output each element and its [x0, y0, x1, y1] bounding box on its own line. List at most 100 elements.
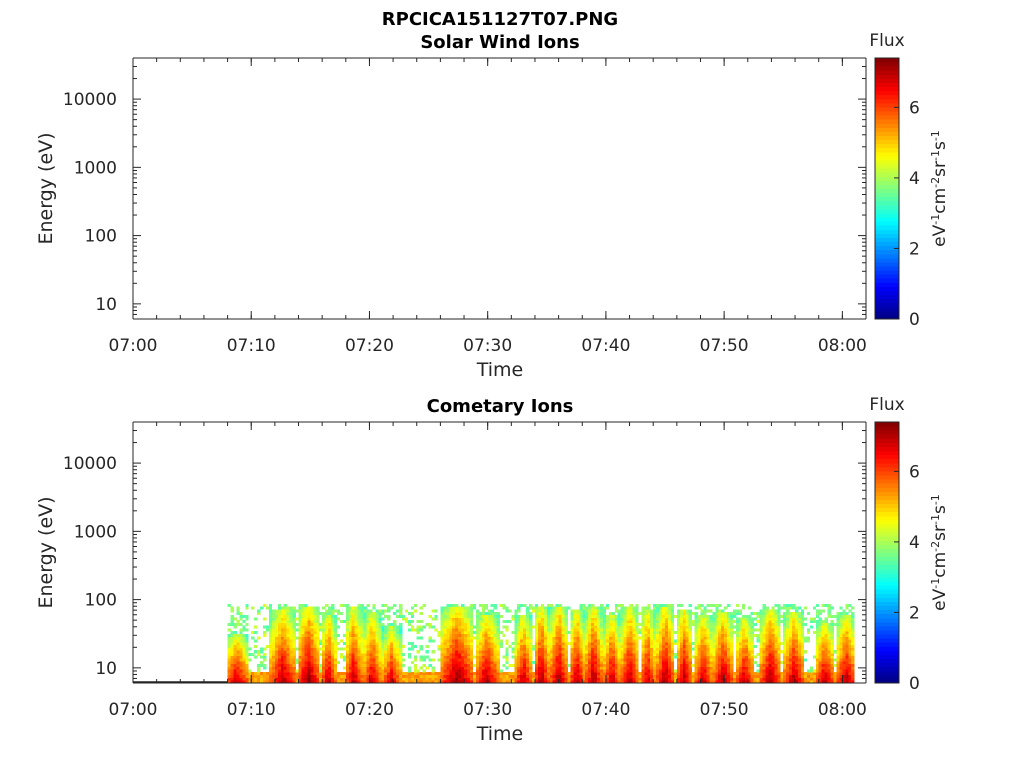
flux-cell — [517, 663, 521, 667]
flux-cell — [543, 631, 548, 635]
flux-cell — [520, 603, 524, 607]
flux-cell — [558, 636, 562, 640]
flux-cell — [499, 672, 503, 676]
flux-cell — [342, 655, 347, 659]
flux-cell — [280, 650, 285, 654]
flux-cell — [667, 658, 672, 662]
flux-cell — [331, 658, 335, 662]
flux-cell — [280, 655, 285, 659]
flux-cell — [795, 663, 799, 667]
flux-cell — [313, 606, 317, 610]
flux-cell — [676, 672, 681, 676]
flux-cell — [325, 603, 329, 607]
flux-cell — [428, 658, 432, 662]
flux-cell — [594, 642, 598, 646]
flux-cell — [425, 644, 429, 648]
flux-cell — [277, 674, 282, 678]
flux-cell — [425, 672, 429, 676]
flux-cell — [721, 633, 725, 637]
flux-cell — [605, 642, 610, 646]
flux-cell — [585, 620, 589, 624]
flux-cell — [443, 677, 447, 681]
flux-cell — [517, 628, 521, 632]
flux-cell — [771, 636, 775, 640]
flux-cell — [251, 606, 255, 610]
flux-cell — [298, 669, 302, 673]
flux-cell — [685, 633, 689, 637]
flux-cell — [558, 642, 562, 646]
flux-cell — [322, 622, 326, 626]
flux-cell — [730, 669, 734, 673]
flux-cell — [552, 658, 556, 662]
colorbar-segment — [875, 270, 899, 275]
flux-cell — [283, 663, 287, 667]
flux-cell — [466, 622, 471, 626]
flux-cell — [496, 617, 500, 621]
flux-cell — [602, 677, 607, 681]
flux-cell — [783, 628, 787, 632]
flux-cell — [230, 647, 234, 651]
flux-cell — [452, 658, 456, 662]
flux-cell — [481, 672, 486, 676]
flux-cell — [354, 655, 358, 659]
flux-cell — [771, 622, 775, 626]
flux-cell — [614, 609, 619, 613]
flux-cell — [608, 652, 613, 656]
flux-cell — [537, 636, 542, 640]
flux-cell — [605, 663, 610, 667]
flux-cell — [697, 617, 701, 621]
flux-cell — [735, 639, 740, 643]
flux-cell — [449, 606, 453, 610]
flux-cell — [700, 672, 704, 676]
flux-cell — [718, 612, 722, 616]
flux-cell — [703, 617, 707, 621]
flux-cell — [310, 658, 314, 662]
flux-cell — [549, 603, 554, 607]
flux-cell — [706, 652, 710, 656]
flux-cell — [534, 674, 539, 678]
flux-cell — [369, 661, 373, 665]
flux-cell — [679, 666, 684, 670]
flux-cell — [543, 680, 548, 684]
colorbar-segment — [875, 200, 899, 206]
flux-cell — [771, 666, 775, 670]
flux-cell — [594, 625, 598, 629]
flux-cell — [543, 644, 548, 648]
flux-cell — [594, 655, 598, 659]
flux-cell — [298, 652, 302, 656]
flux-cell — [747, 631, 752, 635]
flux-cell — [280, 606, 285, 610]
flux-cell — [239, 663, 243, 667]
flux-cell — [461, 617, 465, 621]
flux-cell — [665, 658, 669, 662]
flux-cell — [540, 661, 545, 665]
flux-cell — [319, 674, 323, 678]
flux-cell — [682, 609, 687, 613]
flux-cell — [599, 612, 604, 616]
flux-cell — [588, 669, 592, 673]
flux-cell — [667, 606, 672, 610]
flux-cell — [768, 647, 772, 651]
flux-cell — [679, 658, 684, 662]
flux-cell — [718, 677, 722, 681]
flux-cell — [248, 674, 252, 678]
flux-cell — [496, 631, 500, 635]
flux-cell — [493, 647, 497, 651]
flux-cell — [387, 663, 391, 667]
flux-cell — [319, 666, 323, 670]
flux-cell — [771, 661, 775, 665]
flux-cell — [786, 609, 790, 613]
flux-cell — [458, 636, 462, 640]
flux-cell — [608, 661, 613, 665]
flux-cell — [738, 625, 743, 629]
flux-cell — [236, 680, 240, 684]
flux-cell — [620, 677, 624, 681]
flux-cell — [585, 655, 589, 659]
flux-cell — [381, 655, 385, 659]
flux-cell — [425, 622, 429, 626]
flux-cell — [396, 666, 400, 670]
flux-cell — [738, 663, 743, 667]
flux-cell — [585, 666, 589, 670]
flux-cell — [354, 622, 358, 626]
flux-cell — [407, 622, 412, 626]
